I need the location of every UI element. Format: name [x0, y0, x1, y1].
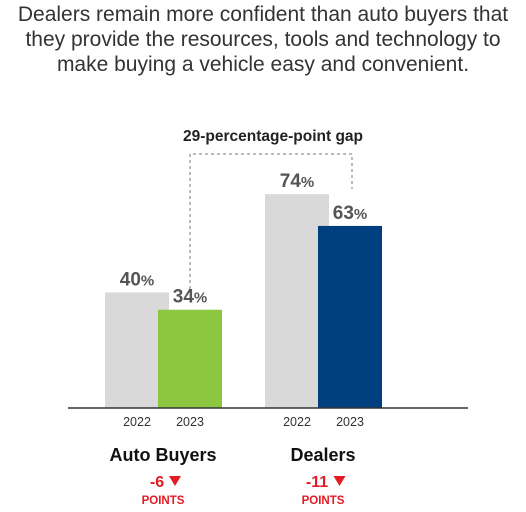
auto-buyers-bar-2023	[158, 309, 222, 408]
labels-layer: 40% 2022 34% 2023 Auto Buyers -6 POINTS 74% 2022…	[109, 171, 367, 507]
auto-buyers-change-unit: POINTS	[142, 495, 185, 507]
gap-bracket-line	[189, 153, 353, 289]
auto-buyers-down-arrow-icon	[169, 476, 181, 486]
auto-buyers-year-label-2023: 2023	[176, 415, 204, 429]
dealers-change-unit: POINTS	[302, 495, 345, 507]
bars-layer	[105, 194, 382, 408]
title-line-3: make buying a vehicle easy and convenien…	[56, 53, 470, 76]
auto-buyers-year-label-2022: 2022	[123, 415, 151, 429]
gap-label-background	[168, 124, 378, 146]
dealers-down-arrow-icon	[333, 476, 346, 486]
title-line-1: Dealers remain more confident than auto …	[17, 3, 509, 26]
dealers-change-value: -11	[306, 474, 328, 491]
title-line-2: they provide the resources, tools and te…	[25, 28, 501, 51]
auto-buyers-value-label-2023: 34%	[173, 287, 207, 308]
chart-title: Dealers remain more confident than auto …	[0, 2, 526, 77]
dealers-value-label-2022: 74%	[280, 171, 314, 192]
dealers-year-label-2023: 2023	[336, 415, 364, 429]
gap-annotation: 29-percentage-point gap	[168, 124, 378, 289]
dealers-group-label: Dealers	[290, 445, 355, 465]
auto-buyers-value-label-2022: 40%	[120, 269, 154, 290]
dealers-year-label-2022: 2022	[283, 415, 311, 429]
dealers-bar-2023	[318, 225, 382, 408]
auto-buyers-change-value: -6	[150, 474, 164, 491]
dealers-value-label-2023: 63%	[333, 203, 367, 224]
gap-label: 29-percentage-point gap	[183, 128, 363, 145]
auto-buyers-group-label: Auto Buyers	[109, 445, 216, 465]
